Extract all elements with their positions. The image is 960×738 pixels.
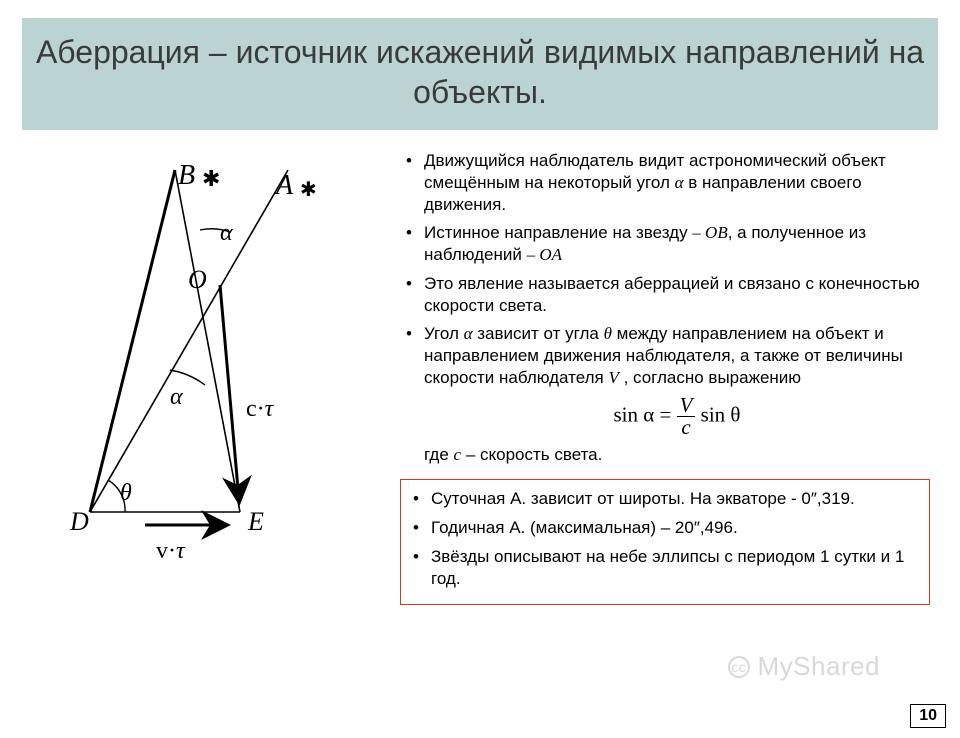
formula: sin α = Vc sin θ	[424, 395, 930, 438]
text: , согласно выражению	[619, 368, 801, 387]
label-B: B	[178, 160, 195, 191]
diagram-panel: B ✱ A ✱ O D E α α θ c·τ v·τ	[30, 150, 400, 605]
aberration-diagram: B ✱ A ✱ O D E α α θ c·τ v·τ	[30, 160, 390, 570]
text: Истинное направление на звезду	[424, 223, 692, 242]
formula-rhs: sin θ	[695, 402, 740, 426]
formula-num: V	[677, 395, 696, 417]
label-O: O	[188, 265, 207, 294]
label-theta: θ	[120, 480, 132, 506]
c-symbol: c	[454, 445, 462, 464]
formula-den: c	[677, 417, 696, 438]
bullet-list-main: Движущийся наблюдатель видит астрономиче…	[400, 150, 930, 465]
copyright-icon: cc	[728, 656, 750, 678]
star-B: ✱	[202, 166, 220, 191]
box-bullet-1: Суточная А. зависит от широты. На эквато…	[407, 488, 923, 510]
bullet-4: Угол α зависит от угла θ между направлен…	[400, 323, 930, 465]
star-A: ✱	[300, 179, 317, 201]
oa-symbol: – OA	[527, 245, 562, 264]
highlight-box: Суточная А. зависит от широты. На эквато…	[400, 479, 930, 605]
watermark-text: MyShared	[758, 651, 881, 681]
v-symbol: V	[608, 368, 618, 387]
box-bullet-2: Годичная А. (максимальная) – 20″,496.	[407, 517, 923, 539]
content-area: B ✱ A ✱ O D E α α θ c·τ v·τ Движущийся н…	[0, 130, 960, 605]
text: где	[424, 445, 454, 464]
label-alpha-top: α	[220, 220, 233, 246]
ob-symbol: – OB	[692, 223, 727, 242]
label-vtau: v·τ	[156, 538, 186, 564]
bullet-list-box: Суточная А. зависит от широты. На эквато…	[407, 488, 923, 589]
alpha-symbol: α	[464, 324, 473, 343]
page-number: 10	[910, 704, 946, 728]
text-panel: Движущийся наблюдатель видит астрономиче…	[400, 150, 930, 605]
label-E: E	[247, 507, 264, 536]
formula-lhs: sin α =	[613, 402, 676, 426]
bullet-3: Это явление называется аберрацией и связ…	[400, 273, 930, 317]
text: Угол	[424, 324, 464, 343]
bullet-1: Движущийся наблюдатель видит астрономиче…	[400, 150, 930, 215]
box-bullet-3: Звёзды описывают на небе эллипсы с перио…	[407, 546, 923, 590]
label-ctau: c·τ	[246, 396, 275, 422]
label-A: A	[274, 170, 294, 201]
title-bar: Аберрация – источник искажений видимых н…	[22, 18, 938, 130]
text: – скорость света.	[461, 445, 602, 464]
bullet-2: Истинное направление на звезду – OB, а п…	[400, 222, 930, 266]
formula-fraction: Vc	[677, 395, 696, 438]
theta-symbol: θ	[604, 324, 612, 343]
text: зависит от угла	[473, 324, 604, 343]
alpha-symbol: α	[675, 173, 684, 192]
label-D: D	[69, 507, 89, 536]
slide-title: Аберрация – источник искажений видимых н…	[34, 32, 926, 112]
watermark: cc MyShared	[728, 651, 880, 682]
label-alpha-mid: α	[170, 384, 183, 410]
